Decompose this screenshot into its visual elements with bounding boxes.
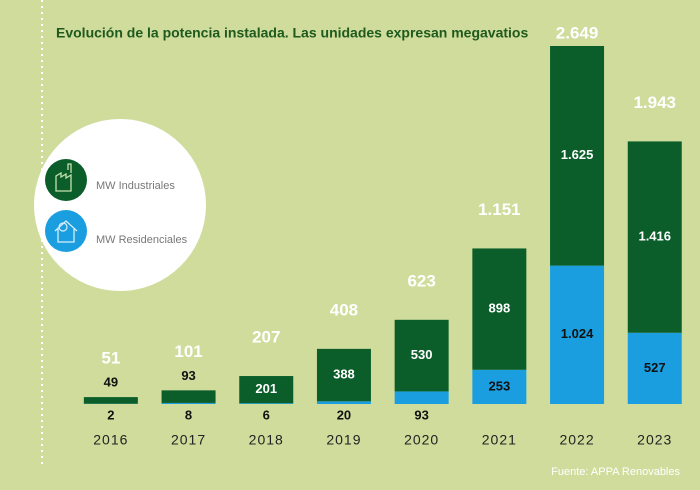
bar-segment [83,397,138,404]
bar-segment [239,376,294,404]
legend-icon [45,159,87,201]
legend-residential: MW Residenciales [45,210,188,252]
bar-segment [472,248,527,370]
value-label: 201 [255,381,277,396]
value-label: 93 [181,368,195,383]
x-tick-label: 2019 [326,432,361,448]
total-label: 408 [330,300,358,319]
value-label: 2 [107,407,114,422]
value-label: 388 [333,367,355,382]
x-tick-label: 2017 [171,432,206,448]
x-tick-label: 2021 [482,432,517,448]
value-label: 530 [411,347,433,362]
total-label: 207 [252,328,280,347]
bar-segment [472,369,527,404]
legend-icon [45,210,87,252]
value-label: 898 [488,301,510,316]
value-label: 527 [644,360,666,375]
value-label: 8 [185,407,192,422]
total-label: 1.943 [633,93,676,112]
bar-segment [316,401,371,404]
value-label: 20 [337,407,351,422]
bar-segment [394,391,449,404]
legend-label: MW Industriales [96,180,175,192]
bar-segment [316,348,371,402]
total-label: 51 [101,349,120,368]
bar-segment [550,46,605,266]
bar-segment [550,265,605,404]
total-label: 623 [407,271,435,290]
legend-label: MW Residenciales [96,234,188,246]
legend-background [34,119,206,291]
x-tick-label: 2018 [249,432,284,448]
value-label: 6 [263,407,270,422]
legend-industrial: MW Industriales [45,159,175,201]
x-tick-label: 2022 [559,432,594,448]
coin-icon [58,222,68,232]
chart-title: Evolución de la potencia instalada. Las … [56,25,528,41]
bar-segment [239,403,294,404]
bar-segment [161,390,216,403]
bar-segment [161,402,216,404]
bar-segment [627,141,682,333]
value-label: 1.024 [561,326,594,341]
value-label: 49 [104,375,118,390]
bar-segment [627,332,682,404]
value-label: 1.625 [561,147,594,162]
source-note: Fuente: APPA Renovables [551,466,680,478]
x-tick-label: 2016 [93,432,128,448]
value-label: 1.416 [638,229,671,244]
bar-segment [394,319,449,392]
value-label: 253 [488,378,510,393]
value-label: 93 [414,407,428,422]
x-tick-label: 2020 [404,432,439,448]
total-label: 101 [174,342,202,361]
factory-icon [55,163,72,192]
total-label: 2.649 [556,23,599,42]
x-tick-label: 2023 [637,432,672,448]
total-label: 1.151 [478,200,521,219]
